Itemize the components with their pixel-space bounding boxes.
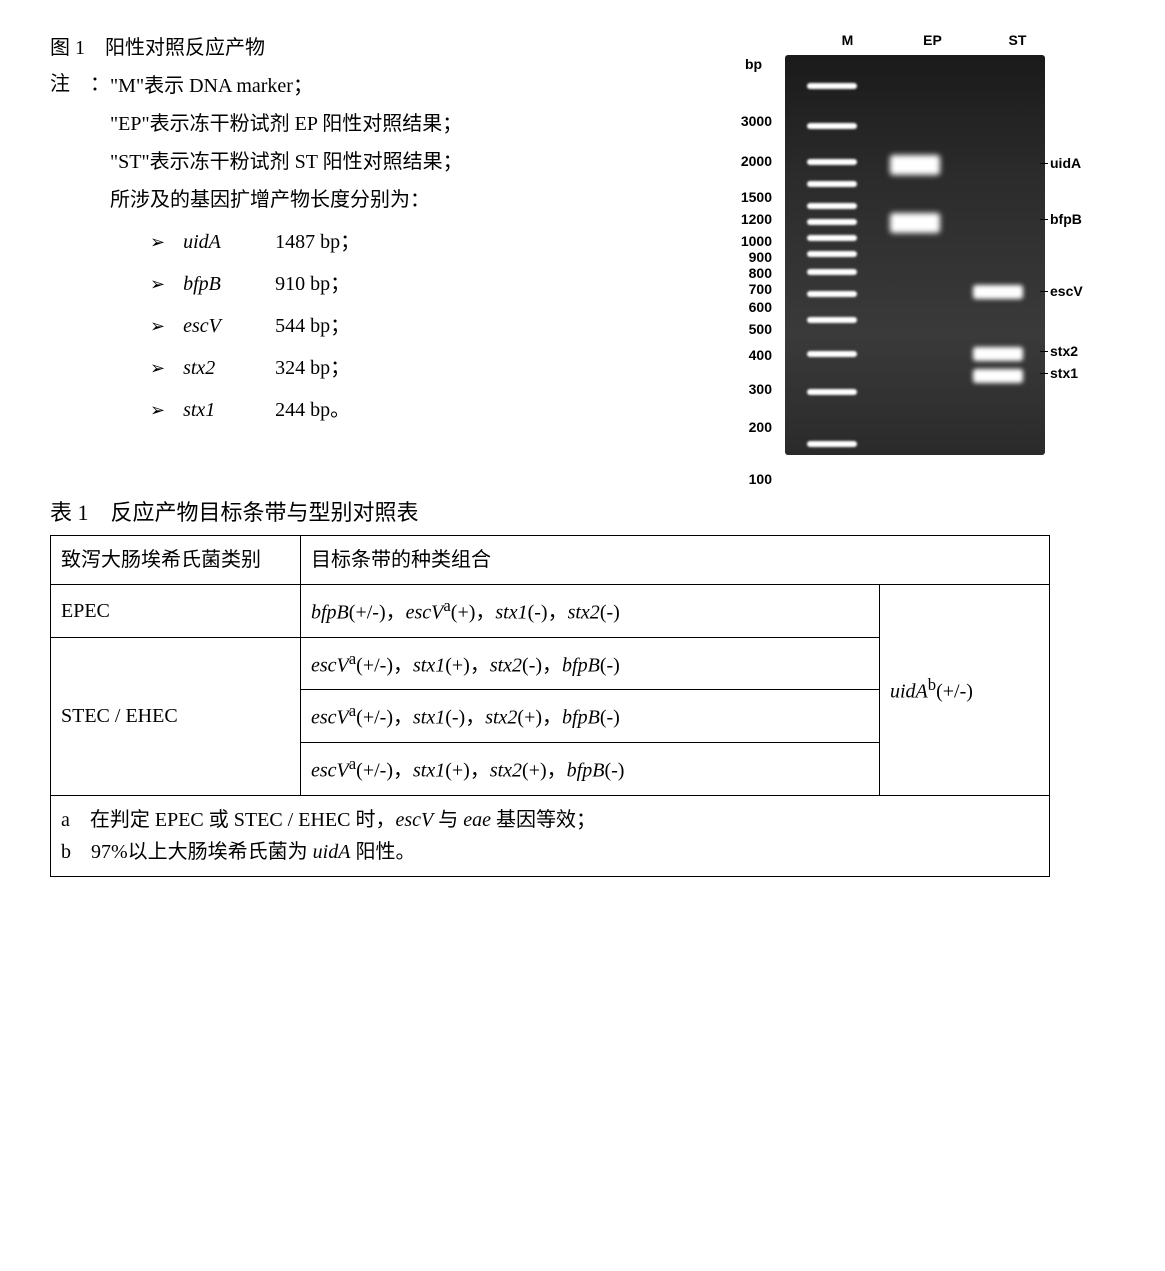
lane-label: ST <box>975 32 1060 48</box>
table-footnote: a 在判定 EPEC 或 STEC / EHEC 时，escV 与 eae 基因… <box>51 795 1050 876</box>
gene-name: uidA <box>183 224 263 260</box>
ladder-size: 100 <box>749 471 772 487</box>
gel-band <box>807 83 857 89</box>
gene-size: 910 bp； <box>275 266 350 302</box>
row-stec: STEC / EHEC <box>51 637 301 795</box>
gel-image <box>785 55 1045 455</box>
ladder-size: 500 <box>749 321 772 337</box>
gel-band <box>807 203 857 209</box>
note-line: "EP"表示冻干粉试剂 EP 阳性对照结果； <box>110 106 665 142</box>
gel-band <box>973 369 1023 383</box>
table-header-1: 致泻大肠埃希氏菌类别 <box>51 536 301 585</box>
gene-name: stx1 <box>183 392 263 428</box>
lane-label: EP <box>890 32 975 48</box>
gene-name: stx2 <box>183 350 263 386</box>
bullet-icon: ➢ <box>150 352 165 384</box>
gel-band <box>973 285 1023 299</box>
gel-band <box>807 291 857 297</box>
gel-band <box>973 347 1023 361</box>
note-body: "M"表示 DNA marker； "EP"表示冻干粉试剂 EP 阳性对照结果；… <box>110 66 665 434</box>
gene-size: 1487 bp； <box>275 224 360 260</box>
gene-name: escV <box>183 308 263 344</box>
epec-combo: bfpB(+/-)，escVa(+)，stx1(-)，stx2(-) <box>301 585 880 638</box>
gel-band <box>807 317 857 323</box>
gel-figure: MEPST bp 3000 2000 1500 1200 1000900800700 60… <box>685 30 1115 455</box>
ladder-size: 2000 <box>741 153 772 169</box>
ladder-size: 300 <box>749 381 772 397</box>
bp-label: bp <box>745 56 762 72</box>
note-line: "ST"表示冻干粉试剂 ST 阳性对照结果； <box>110 144 665 180</box>
ladder-size: 1500 <box>741 189 772 205</box>
row-epec: EPEC <box>51 585 301 638</box>
band-label: bfpB <box>1050 211 1082 227</box>
gene-size: 244 bp。 <box>275 392 350 428</box>
gene-name: bfpB <box>183 266 263 302</box>
gel-band <box>807 389 857 395</box>
ladder-size: 3000 <box>741 113 772 129</box>
ladder-size: 600 <box>749 299 772 315</box>
gel-band <box>890 213 940 233</box>
table-header-2: 目标条带的种类组合 <box>301 536 1050 585</box>
note-line: 所涉及的基因扩增产物长度分别为： <box>110 182 665 218</box>
gene-item: ➢ escV 544 bp； <box>150 308 665 344</box>
gel-band <box>807 251 857 257</box>
bullet-icon: ➢ <box>150 268 165 300</box>
gel-band <box>890 155 940 175</box>
gene-item: ➢ bfpB 910 bp； <box>150 266 665 302</box>
stec-combo-2: escVa(+/-)，stx1(-)，stx2(+)，bfpB(-) <box>301 690 880 743</box>
gel-band <box>807 123 857 129</box>
uida-cell: uidAb(+/-) <box>880 585 1050 796</box>
gene-size: 544 bp； <box>275 308 350 344</box>
ladder-size: 700 <box>749 281 772 297</box>
footnote-a: a 在判定 EPEC 或 STEC / EHEC 时，escV 与 eae 基因… <box>61 804 1039 836</box>
bullet-icon: ➢ <box>150 310 165 342</box>
note-label: 注 ： <box>50 66 110 434</box>
ladder-size: 400 <box>749 347 772 363</box>
gene-item: ➢ stx1 244 bp。 <box>150 392 665 428</box>
stec-combo-3: escVa(+/-)，stx1(+)，stx2(+)，bfpB(-) <box>301 742 880 795</box>
type-table: 致泻大肠埃希氏菌类别 目标条带的种类组合 EPEC bfpB(+/-)，escV… <box>50 535 1050 877</box>
figure-title: 图 1 阳性对照反应产物 <box>50 30 665 66</box>
gene-size: 324 bp； <box>275 350 350 386</box>
gene-item: ➢ stx2 324 bp； <box>150 350 665 386</box>
gel-band <box>807 159 857 165</box>
gel-band <box>807 441 857 447</box>
gene-item: ➢ uidA 1487 bp； <box>150 224 665 260</box>
band-label: stx1 <box>1050 365 1078 381</box>
band-label: stx2 <box>1050 343 1078 359</box>
ladder-size: 900 <box>749 249 772 265</box>
gel-band <box>807 351 857 357</box>
gene-list: ➢uidA1487 bp；➢bfpB 910 bp；➢escV 544 bp；➢… <box>110 224 665 428</box>
ladder-size: 1000 <box>741 233 772 249</box>
gel-band <box>807 219 857 225</box>
band-label: uidA <box>1050 155 1081 171</box>
lane-label: M <box>805 32 890 48</box>
footnote-b: b 97%以上大肠埃希氏菌为 uidA 阳性。 <box>61 836 1039 868</box>
band-label: escV <box>1050 283 1083 299</box>
stec-combo-1: escVa(+/-)，stx1(+)，stx2(-)，bfpB(-) <box>301 637 880 690</box>
table-title: 表 1 反应产物目标条带与型别对照表 <box>50 495 1115 527</box>
gel-band <box>807 269 857 275</box>
bullet-icon: ➢ <box>150 226 165 258</box>
gel-band <box>807 181 857 187</box>
ladder-size: 200 <box>749 419 772 435</box>
gel-band <box>807 235 857 241</box>
ladder-size: 800 <box>749 265 772 281</box>
note-line: "M"表示 DNA marker； <box>110 68 665 104</box>
ladder-size: 1200 <box>741 211 772 227</box>
bullet-icon: ➢ <box>150 394 165 426</box>
